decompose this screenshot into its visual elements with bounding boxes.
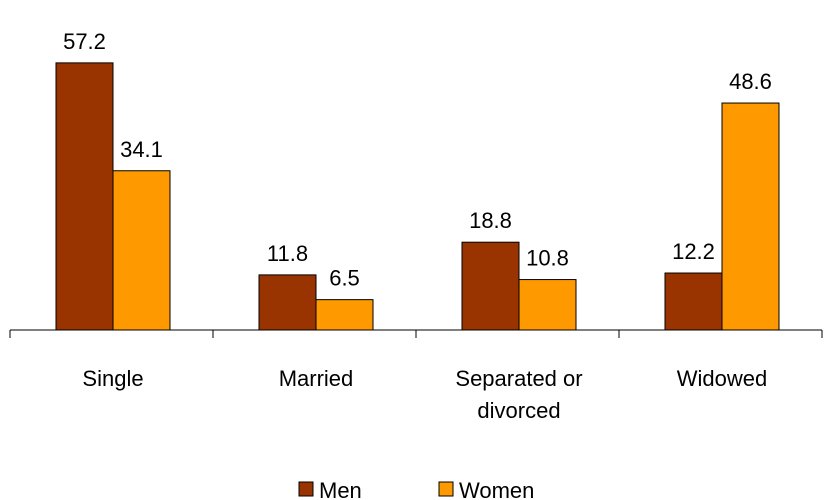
legend: Men Women [298,478,534,500]
legend-item-women: Women [438,478,534,500]
legend-label-women: Women [459,478,534,500]
category-labels-layer: Single Married Separated or divorced Widowed [82,366,767,423]
category-label-1: Married [279,366,354,391]
category-label-line: Married [279,366,354,391]
legend-item-men: Men [298,478,362,500]
value-label-women-2: 10.8 [526,246,569,271]
category-label-line: divorced [477,398,560,423]
bar-men-2 [461,241,520,331]
bar-women-0 [112,170,171,331]
category-label-line: Widowed [677,366,767,391]
value-label-men-1: 11.8 [267,241,308,266]
category-label-line: Single [82,366,143,391]
legend-swatch-women [438,481,454,497]
category-label-2: Separated or divorced [455,366,582,423]
category-label-line: Separated or [455,366,582,391]
legend-swatch-men [298,481,314,497]
bar-men-1 [258,274,317,331]
x-axis [9,329,823,338]
value-label-women-0: 34.1 [120,137,163,162]
value-label-women-1: 6.5 [329,266,360,291]
value-label-men-3: 12.2 [672,239,715,264]
value-labels-layer: 57.2 11.8 18.8 12.2 34.1 6.5 10.8 48.6 [63,29,772,291]
category-label-3: Widowed [677,366,767,391]
value-label-men-2: 18.8 [469,208,512,233]
value-label-women-3: 48.6 [729,69,772,94]
bar-women-3 [721,102,780,331]
legend-label-men: Men [319,478,362,500]
value-label-men-0: 57.2 [63,29,106,54]
bar-men-3 [664,272,723,331]
bar-women-2 [518,279,577,331]
bar-women-1 [315,299,374,331]
bars-layer [55,62,780,331]
category-label-0: Single [82,366,143,391]
bar-men-0 [55,62,114,331]
